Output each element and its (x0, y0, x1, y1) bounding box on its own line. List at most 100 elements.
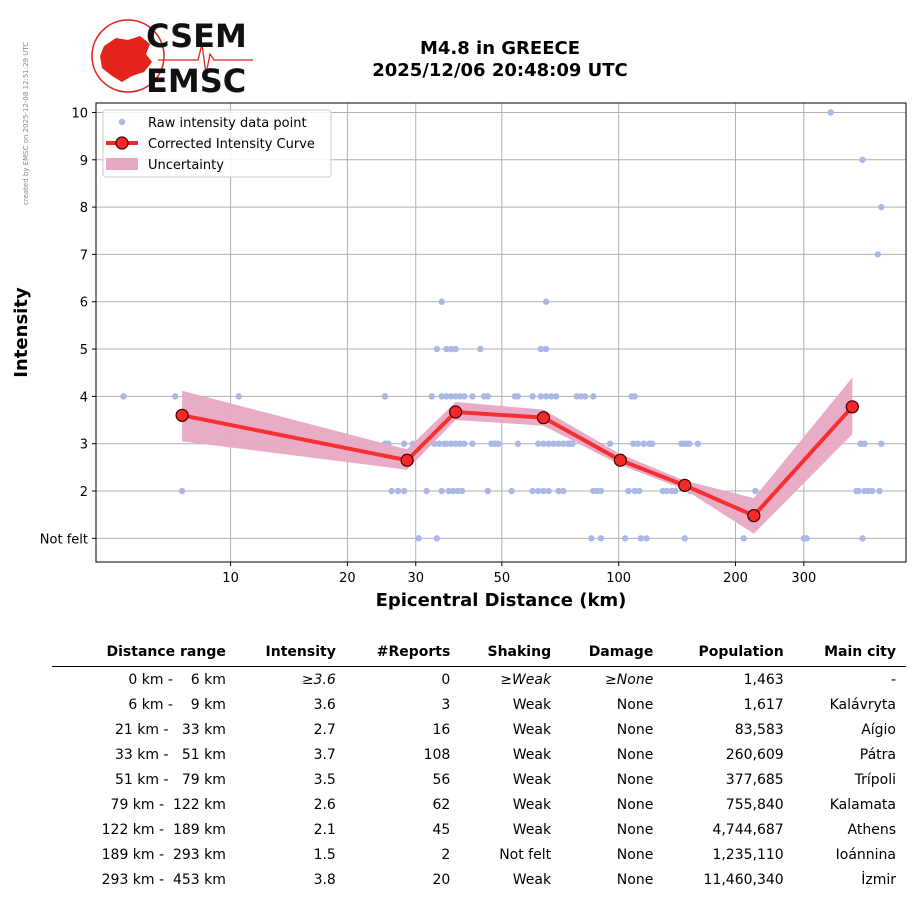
table-cell: ≥3.6 (301, 671, 336, 688)
x-tick-label-3: 50 (494, 571, 511, 586)
raw-point-61 (537, 393, 544, 400)
raw-point-33 (450, 487, 457, 495)
raw-point-128 (874, 251, 881, 258)
table-cell: Weak (512, 821, 552, 838)
raw-point-28 (443, 440, 450, 447)
table-row: 21 km - 33 km 2.7 16 Weak None 83,583 Aígio (52, 717, 906, 742)
raw-point-93 (631, 393, 638, 400)
raw-point-70 (550, 440, 557, 447)
table-cell: 1,617 (743, 696, 784, 713)
raw-point-123 (859, 535, 866, 542)
raw-point-65 (542, 345, 550, 353)
raw-point-92 (629, 440, 637, 447)
raw-point-7 (388, 487, 395, 495)
table-cell: None (616, 796, 654, 813)
table-row: 6 km - 9 km 3.6 3 Weak None 1,617 Kalávryta (52, 692, 906, 717)
raw-point-3 (235, 393, 243, 400)
table-cell: - (890, 671, 896, 688)
raw-point-64 (542, 298, 550, 305)
chart-legend: Raw intensity data point Corrected Intens… (102, 109, 332, 178)
y-tick-label-8: 9 (80, 154, 88, 169)
raw-point-101 (648, 440, 656, 447)
raw-point-105 (672, 487, 679, 495)
table-cell: None (616, 746, 654, 763)
curve-point-6 (747, 509, 761, 523)
raw-point-48 (484, 487, 491, 495)
raw-point-26 (443, 345, 450, 353)
raw-point-23 (438, 487, 445, 495)
table-cell: 21 km - 33 km (115, 721, 226, 738)
table-cell: 3.6 (313, 696, 336, 713)
raw-point-81 (582, 393, 589, 400)
legend-label-2: Uncertainty (148, 158, 224, 173)
curve-point-2 (448, 405, 463, 419)
raw-point-55 (514, 440, 522, 447)
table-cell: 260,609 (725, 746, 784, 763)
raw-point-34 (452, 393, 459, 400)
raw-point-19 (433, 345, 441, 353)
raw-point-99 (643, 535, 650, 542)
table-cell: 56 (432, 771, 451, 788)
raw-point-69 (547, 393, 555, 400)
legend-curve-marker (115, 136, 129, 150)
table-cell: 0 km - 6 km (128, 671, 226, 688)
table-cell: 51 km - 79 km (115, 771, 226, 788)
y-tick-label-0: Not felt (40, 532, 88, 547)
table-header-row: Distance range Intensity #Reports Shaking Da… (52, 640, 906, 667)
table-cell: Not felt (499, 846, 552, 863)
table-header-cell: Damage (561, 640, 664, 667)
raw-point-94 (631, 487, 638, 495)
y-tick-label-4: 5 (80, 343, 88, 358)
raw-point-8 (394, 487, 402, 495)
table-row: 79 km - 122 km 2.6 62 Weak None 755,840 Kalama… (52, 792, 906, 817)
raw-point-0 (120, 393, 127, 400)
table-header-cell: Population (663, 640, 794, 667)
intensity-chart: 10 20 30 50 100 200 300 Not felt 2 3 4 5 6 7 8 9 10 Epice… (11, 102, 907, 611)
y-tick-label-1: 2 (80, 485, 88, 500)
table-cell: Weak (512, 746, 552, 763)
raw-point-35 (452, 345, 459, 353)
raw-point-13 (415, 535, 422, 542)
raw-point-42 (461, 393, 468, 400)
legend-box (102, 109, 332, 178)
raw-point-89 (622, 535, 629, 542)
table-cell: Trípoli (854, 771, 896, 788)
table-cell: Kalamata (829, 796, 896, 813)
table-cell: 1,463 (743, 671, 784, 688)
table-cell: ≥Weak (500, 671, 552, 688)
y-axis-label: Intensity (11, 287, 32, 378)
table-cell: 20 (432, 871, 451, 888)
raw-point-98 (640, 440, 647, 447)
y-tick-label-6: 7 (80, 248, 88, 263)
x-tick-label-2: 30 (407, 571, 424, 586)
raw-point-52 (508, 487, 515, 495)
y-tick-label-3: 4 (80, 390, 88, 405)
raw-point-87 (597, 535, 605, 542)
table-cell: Weak (512, 796, 552, 813)
raw-point-83 (590, 393, 597, 400)
raw-point-1 (172, 393, 179, 400)
table-cell: None (616, 721, 654, 738)
table-cell: 755,840 (725, 796, 784, 813)
raw-point-78 (569, 440, 576, 447)
chart-title: M4.8 in GREECE 2025/12/06 20:48:09 UTC (300, 38, 700, 82)
raw-point-17 (428, 393, 436, 400)
raw-point-45 (477, 345, 484, 353)
intensity-table: Distance range Intensity #Reports Shaking Da… (52, 640, 906, 892)
table-row: 189 km - 293 km 1.5 2 Not felt None 1,235,110… (52, 842, 906, 867)
table-cell: None (616, 871, 654, 888)
raw-point-62 (540, 440, 547, 447)
table-cell: None (616, 696, 654, 713)
raw-point-25 (438, 298, 445, 305)
table-cell: 62 (432, 796, 451, 813)
raw-point-120 (855, 487, 862, 495)
legend-label-1: Corrected Intensity Curve (148, 137, 315, 152)
raw-point-130 (878, 203, 885, 211)
table-cell: Aígio (861, 721, 896, 738)
raw-point-51 (495, 440, 502, 447)
y-tick-label-2: 3 (80, 438, 88, 453)
table-header-cell: Intensity (235, 640, 346, 667)
raw-point-131 (878, 440, 885, 447)
table-cell: 1,235,110 (712, 846, 784, 863)
raw-point-88 (606, 440, 614, 447)
